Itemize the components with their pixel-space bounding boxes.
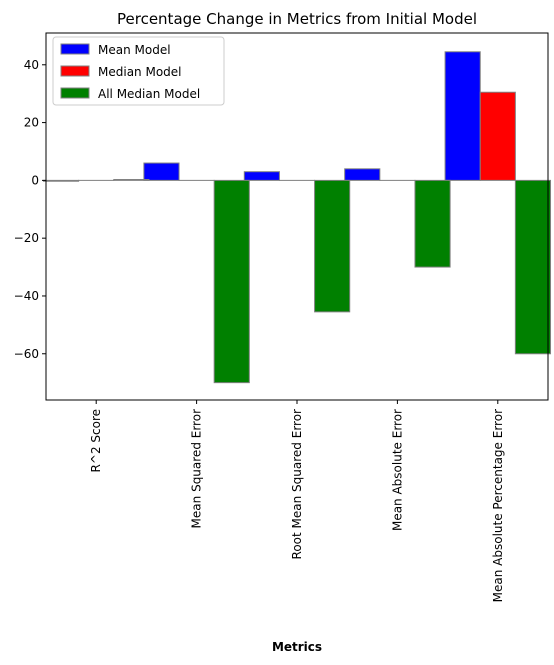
bars-layer [42,51,552,384]
y-tick-label-1: 20 [24,116,39,130]
bar-mean-model-3 [344,168,381,181]
bar-median-model-4 [479,91,516,181]
legend-box [52,36,225,106]
x-tick-label-0: R^2 Score [89,409,103,472]
legend: Mean Model Median Model All Median Model [52,36,225,106]
bar-mean-model-4 [444,51,481,181]
bar-all-median-model-4 [514,179,552,355]
x-axis: R^2 Score Mean Squared Error Root Mean Squ… [89,400,505,602]
bar-all-median-model-2 [314,179,351,313]
legend-swatch-mean-model [60,43,90,55]
y-tick-label-0: 40 [24,58,39,72]
legend-label-median-model: Median Model [98,65,182,79]
legend-label-mean-model: Mean Model [98,43,171,57]
bar-all-median-model-3 [414,179,451,268]
chart-title: Percentage Change in Metrics from Initia… [117,10,477,28]
legend-swatch-median-model [60,65,90,77]
x-tick-label-4: Mean Absolute Percentage Error [491,409,505,602]
y-tick-label-3: −20 [14,231,39,245]
y-tick-label-2: 0 [31,173,39,187]
x-tick-label-2: Root Mean Squared Error [290,409,304,560]
x-tick-label-3: Mean Absolute Error [390,409,404,531]
bar-all-median-model-1 [213,179,250,384]
legend-label-all-median-model: All Median Model [98,87,200,101]
bar-mean-model-1 [143,162,180,181]
x-axis-label: Metrics [272,640,322,654]
bar-mean-model-2 [243,171,280,181]
y-tick-label-5: −60 [14,347,39,361]
y-axis: 40 20 0 −20 −40 −60 [14,58,46,361]
x-tick-label-1: Mean Squared Error [190,409,204,529]
bar-all-median-model-0 [113,179,150,181]
legend-swatch-all-median-model [60,87,90,99]
y-tick-label-4: −40 [14,289,39,303]
bar-mean-model-0 [42,179,80,182]
